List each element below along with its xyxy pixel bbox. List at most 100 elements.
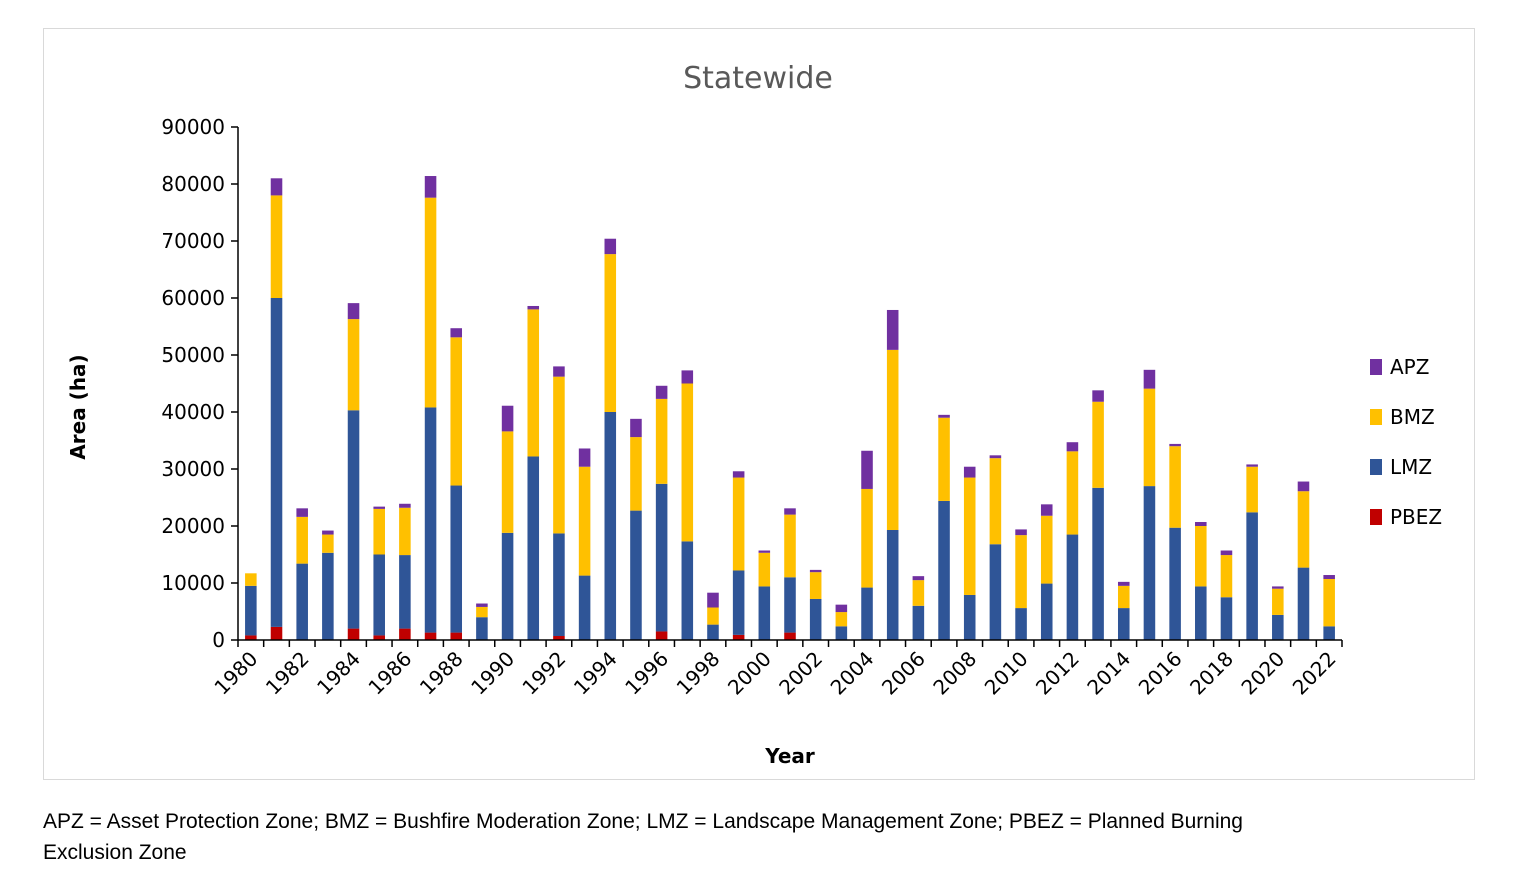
bar-apz-2012: [1066, 442, 1079, 452]
bar-apz-1986: [399, 503, 411, 508]
x-tick-label: 2022: [1288, 647, 1341, 700]
x-axis-title: Year: [764, 744, 815, 768]
bar-bmz-1995: [630, 437, 642, 511]
bar-lmz-2000: [758, 586, 771, 640]
bar-lmz-2013: [1092, 487, 1104, 640]
bar-lmz-2011: [1040, 583, 1053, 640]
bar-lmz-1995: [630, 510, 642, 640]
bar-apz-1985: [373, 506, 385, 509]
bar-apz-2008: [963, 466, 976, 478]
bar-apz-1996: [655, 385, 668, 399]
x-tick-label: 1998: [672, 647, 725, 700]
bar-lmz-2014: [1117, 608, 1130, 640]
y-tick-label: 50000: [161, 343, 225, 367]
bar-lmz-1999: [732, 570, 745, 635]
bar-apz-2011: [1040, 504, 1053, 516]
y-tick-label: 0: [212, 628, 225, 652]
bar-apz-2020: [1272, 586, 1284, 589]
bar-bmz-2022: [1323, 579, 1335, 627]
bar-pbez-2001: [784, 632, 796, 640]
bar-lmz-1991: [527, 456, 540, 640]
x-tick-label: 1992: [517, 647, 570, 700]
bar-apz-1992: [553, 366, 565, 377]
x-tick-label: 1996: [620, 647, 673, 700]
y-tick-label: 60000: [161, 286, 225, 310]
bar-apz-2006: [912, 576, 925, 581]
bar-apz-2019: [1246, 464, 1258, 467]
bar-apz-2009: [989, 455, 1002, 459]
bar-lmz-1987: [424, 407, 437, 633]
x-tick-label: 2012: [1031, 647, 1084, 700]
bar-bmz-1981: [270, 195, 283, 298]
bar-bmz-2020: [1272, 588, 1284, 615]
bar-lmz-1988: [450, 485, 463, 633]
y-axis-ticks: 0 10000 20000 30000 40000 50000 60000 70000 8000…: [161, 115, 238, 652]
bar-bmz-1996: [655, 398, 668, 484]
bar-bmz-1990: [501, 431, 514, 533]
x-tick-label: 2010: [980, 647, 1033, 700]
bar-apz-1998: [707, 592, 719, 608]
bar-apz-2003: [835, 604, 848, 613]
bar-apz-1993: [578, 448, 591, 467]
stacked-bar-chart: Statewide 0 10000 20000 30000 40000 50000 6000…: [66, 61, 1442, 768]
bar-bmz-2005: [886, 349, 899, 530]
x-tick-label: 2002: [774, 647, 827, 700]
bar-lmz-2019: [1246, 512, 1258, 640]
bar-bmz-2006: [912, 580, 925, 606]
bar-lmz-1980: [245, 585, 257, 636]
bar-apz-2022: [1323, 575, 1335, 580]
bar-bmz-1980: [245, 573, 257, 586]
bar-bmz-2014: [1117, 585, 1130, 609]
x-tick-label: 1986: [363, 647, 416, 700]
bar-bmz-1991: [527, 309, 540, 457]
bar-apz-2005: [886, 309, 899, 350]
bar-lmz-1997: [681, 541, 694, 640]
bar-lmz-2002: [809, 598, 822, 640]
bar-pbez-1981: [270, 626, 283, 640]
bar-apz-2017: [1195, 522, 1207, 526]
bar-apz-2018: [1220, 550, 1233, 556]
bar-bmz-2004: [861, 488, 873, 588]
bar-lmz-2003: [835, 626, 848, 640]
bar-lmz-1985: [373, 554, 385, 636]
bar-bmz-1993: [578, 466, 591, 576]
bar-bmz-2003: [835, 612, 848, 627]
bar-bmz-2021: [1297, 491, 1310, 568]
bar-lmz-2017: [1195, 586, 1207, 640]
bar-bmz-2019: [1246, 466, 1258, 513]
bar-lmz-1990: [501, 532, 514, 640]
bar-apz-1999: [732, 471, 745, 478]
bar-apz-2015: [1143, 369, 1156, 389]
bar-apz-2013: [1092, 390, 1104, 402]
bar-bmz-1985: [373, 508, 385, 555]
bar-bmz-2018: [1220, 555, 1233, 598]
legend-label-pbez: PBEZ: [1390, 505, 1442, 529]
bar-pbez-1996: [655, 631, 668, 640]
legend-swatch-pbez: [1370, 509, 1382, 525]
bar-bmz-1988: [450, 337, 463, 486]
bar-pbez-1988: [450, 632, 463, 640]
bar-pbez-1984: [347, 628, 360, 640]
bar-bmz-2012: [1066, 451, 1079, 535]
x-tick-label: 1988: [415, 647, 468, 700]
y-tick-label: 90000: [161, 115, 225, 139]
bar-lmz-2021: [1297, 567, 1310, 640]
legend-label-bmz: BMZ: [1390, 405, 1435, 429]
x-tick-label: 2020: [1236, 647, 1289, 700]
bar-bmz-1987: [424, 197, 437, 408]
bar-bmz-2010: [1015, 535, 1027, 609]
bar-lmz-2005: [886, 529, 899, 640]
x-tick-label: 1984: [312, 647, 365, 700]
legend-label-apz: APZ: [1390, 355, 1429, 379]
bar-bmz-2009: [989, 458, 1002, 545]
bar-apz-2001: [784, 508, 796, 515]
x-tick-label: 2006: [877, 647, 930, 700]
x-tick-label: 2016: [1134, 647, 1187, 700]
bar-apz-2002: [809, 569, 822, 573]
bar-lmz-2016: [1169, 527, 1181, 640]
legend-swatch-apz: [1370, 359, 1382, 375]
bar-lmz-1994: [604, 412, 617, 640]
bar-apz-1987: [424, 176, 437, 198]
bar-apz-1984: [347, 303, 360, 320]
x-tick-label: 2014: [1082, 647, 1135, 700]
